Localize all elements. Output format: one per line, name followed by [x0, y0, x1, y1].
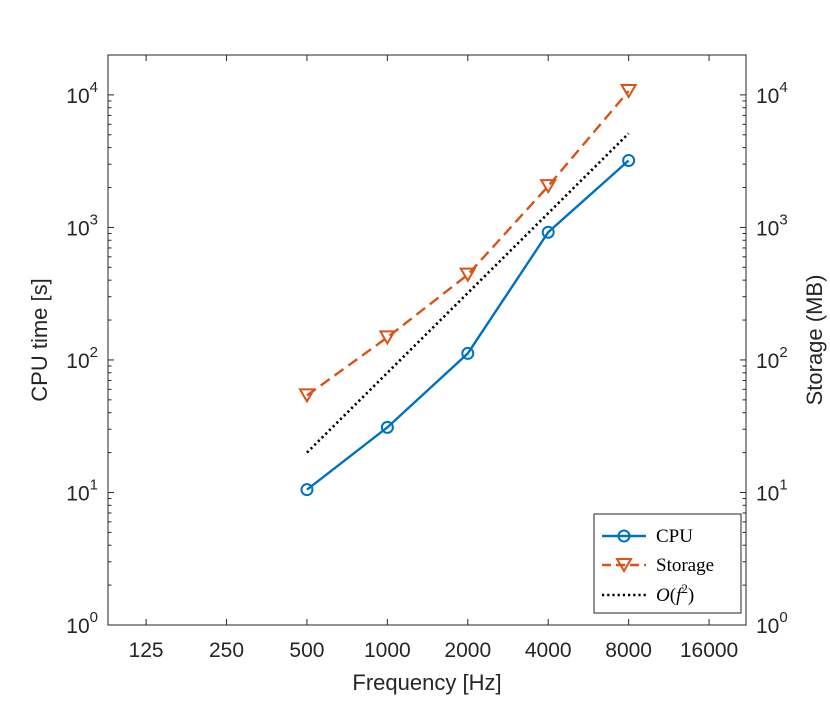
x-tick-label: 16000 [680, 639, 738, 662]
x-tick-label: 500 [289, 639, 324, 662]
x-tick-label: 250 [209, 639, 244, 662]
y-tick-label-left: 100 [66, 609, 98, 638]
x-tick-label: 125 [129, 639, 164, 662]
y-tick-label-right: 100 [756, 609, 788, 638]
legend-label-cpu: CPU [656, 526, 693, 547]
y-tick-label-right: 101 [756, 476, 788, 505]
y-tick-label-right: 102 [756, 344, 788, 373]
data-point-storage [298, 388, 316, 404]
x-tick-label: 8000 [605, 639, 652, 662]
data-point-cpu [300, 483, 314, 497]
legend-label-o-f2: O(f2) [656, 581, 694, 606]
y-tick-label-left: 103 [66, 211, 98, 240]
y-tick-label-left: 102 [66, 344, 98, 373]
data-point-cpu [622, 153, 636, 167]
y-axis-title: CPU time [s] [27, 278, 52, 401]
legend-label-storage: Storage [656, 555, 714, 576]
data-point-storage [619, 84, 638, 99]
series-line-cpu [306, 159, 630, 491]
x-tick-label: 2000 [444, 639, 491, 662]
x-tick-label: 4000 [525, 639, 572, 662]
y2-axis-title: Storage (MB) [802, 275, 827, 406]
data-point-cpu [380, 420, 394, 434]
data-point-storage [378, 330, 397, 346]
y-tick-label-right: 103 [756, 211, 788, 240]
y-tick-label-left: 104 [66, 79, 98, 108]
x-tick-label: 1000 [364, 639, 411, 662]
data-point-storage [539, 179, 557, 195]
series-line-storage [306, 90, 630, 397]
legend-marker-0 [617, 529, 631, 543]
x-axis-title: Frequency [Hz] [352, 670, 501, 695]
y-tick-label-left: 101 [66, 476, 98, 505]
legend-marker-1 [615, 558, 633, 573]
data-point-cpu [461, 346, 475, 360]
y-tick-label-right: 104 [756, 79, 788, 108]
data-point-storage [459, 267, 477, 283]
data-point-cpu [541, 225, 555, 239]
